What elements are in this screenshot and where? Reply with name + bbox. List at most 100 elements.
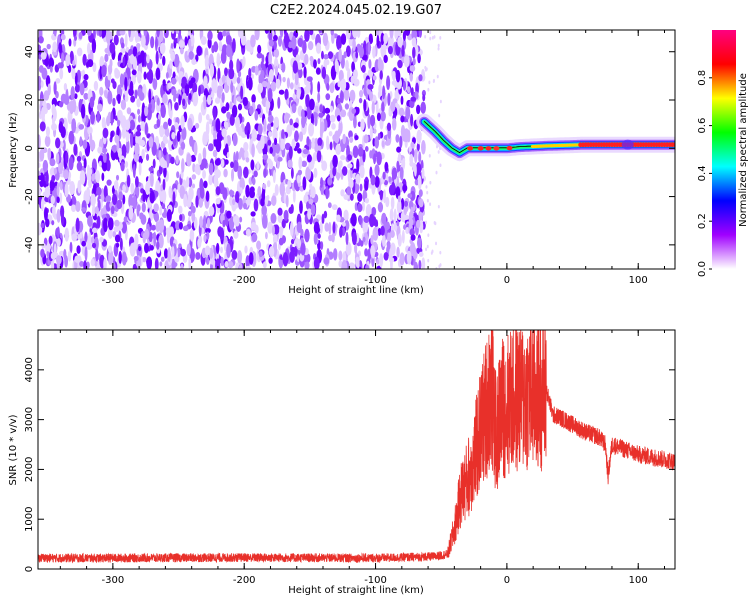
heatmap-noise-cell (158, 234, 164, 249)
heatmap-noise-cell (245, 184, 250, 198)
heatmap-noise-cell (226, 111, 231, 119)
heatmap-noise-cell (216, 52, 221, 68)
snr-y-tick-label: 0 (24, 566, 35, 572)
heatmap-noise-cell (162, 178, 166, 191)
heatmap-noise-cell (390, 101, 396, 113)
heatmap-noise-cell (437, 204, 440, 209)
heatmap-noise-cell (394, 80, 398, 89)
heatmap-noise-cell (379, 253, 384, 268)
heatmap-noise-cell (280, 138, 285, 151)
heatmap-noise-cell (124, 76, 128, 92)
heatmap-noise-cell (142, 232, 147, 244)
colorbar: 0.0 0.2 0.4 0.6 0.8 Normalized spectral ampl… (697, 30, 749, 277)
heatmap-noise-cell (279, 30, 284, 38)
heatmap-noise-cell (333, 248, 338, 261)
heatmap-noise-cell (60, 205, 65, 218)
heatmap-x-tick-label: 100 (629, 275, 648, 286)
heatmap-noise-cell (169, 60, 173, 69)
heatmap-noise-cell (305, 166, 312, 181)
heatmap-noise-cell (44, 135, 51, 147)
heatmap-noise-cell (340, 109, 347, 118)
heatmap-noise-cell (182, 225, 189, 232)
heatmap-noise-cell (416, 219, 421, 229)
heatmap-noise-cell (159, 206, 163, 216)
heatmap-noise-cell (188, 50, 194, 60)
heatmap-noise-cell (76, 155, 82, 162)
heatmap-x-tick-label: -200 (233, 275, 256, 286)
heatmap-noise-cell (91, 227, 98, 234)
heatmap-noise-cell (324, 107, 331, 114)
heatmap-noise-cell (297, 37, 304, 48)
heatmap-noise-cell (382, 171, 386, 180)
heatmap-noise-cell (350, 213, 357, 227)
heatmap-noise-cell (361, 201, 365, 212)
heatmap-noise-cell (262, 154, 269, 160)
heatmap-noise-cell (153, 190, 159, 198)
heatmap-noise-cell (397, 36, 403, 48)
heatmap-noise-cell (343, 193, 350, 201)
heatmap-noise-cell (267, 221, 273, 234)
heatmap-noise-cell (191, 174, 197, 180)
heatmap-noise-cell (386, 75, 391, 91)
heatmap-noise-cell (268, 39, 275, 47)
heatmap-noise-cell (375, 30, 381, 36)
heatmap-noise-cell (75, 201, 81, 213)
heatmap-noise-cell (49, 65, 53, 73)
heatmap-noise-cell (262, 261, 267, 269)
heatmap-noise-cell (162, 93, 168, 104)
heatmap-noise-cell (118, 191, 124, 201)
heatmap-noise-cell (253, 198, 259, 212)
heatmap-noise-cell (90, 110, 95, 125)
heatmap-noise-cell (138, 91, 145, 101)
heatmap-y-axis-title: Frequency (Hz) (8, 112, 19, 188)
heatmap-noise-cell (367, 83, 374, 90)
heatmap-noise-cell (281, 129, 285, 141)
heatmap-noise-cell (266, 180, 271, 188)
heatmap-noise-cell (358, 216, 362, 225)
heatmap-noise-cell (358, 45, 365, 58)
heatmap-noise-cell (357, 146, 364, 157)
heatmap-noise-cell (295, 142, 300, 149)
heatmap-noise-cell (203, 180, 208, 189)
heatmap-noise-cell (217, 226, 223, 237)
heatmap-noise-cell (159, 42, 166, 55)
heatmap-noise-cell (243, 166, 249, 179)
heatmap-noise-cell (79, 170, 86, 185)
heatmap-noise-cell (319, 221, 323, 234)
heatmap-noise-cell (40, 222, 45, 229)
heatmap-noise-cell (107, 64, 113, 75)
heatmap-noise-cell (183, 193, 188, 208)
heatmap-noise-cell (376, 259, 380, 265)
heatmap-noise-cell (414, 179, 420, 186)
heatmap-noise-cell (237, 103, 243, 111)
heatmap-noise-cell (68, 38, 72, 47)
heatmap-noise-cell (369, 114, 376, 127)
heatmap-noise-cell (215, 186, 221, 196)
heatmap-noise-cell (300, 228, 304, 237)
heatmap-noise-cell (141, 52, 145, 68)
heatmap-noise-cell (240, 85, 244, 100)
heatmap-noise-cell (254, 110, 259, 121)
heatmap-noise-cell (86, 243, 93, 250)
heatmap-noise-cell (226, 210, 232, 219)
heatmap-ridge-hotspot (485, 146, 492, 151)
heatmap-noise-cell (87, 126, 93, 135)
heatmap-noise-cell (113, 180, 119, 191)
heatmap-noise-cell (389, 208, 394, 222)
heatmap-noise-cell (429, 202, 432, 206)
heatmap-noise-cell (208, 205, 215, 217)
heatmap-noise-cell (313, 111, 318, 120)
heatmap-noise-cell (160, 184, 164, 192)
heatmap-noise-cell (357, 192, 363, 202)
heatmap-noise-cell (320, 177, 324, 188)
heatmap-noise-cell (382, 234, 386, 247)
heatmap-noise-cell (78, 31, 83, 40)
heatmap-noise-cell (315, 67, 321, 75)
heatmap-noise-cell (51, 174, 56, 182)
heatmap-noise-cell (119, 30, 126, 36)
heatmap-noise-cell (298, 131, 304, 142)
heatmap-noise-cell (261, 80, 268, 88)
heatmap-noise-cell (265, 231, 268, 240)
heatmap-noise-cell (78, 124, 85, 130)
heatmap-noise-cell (300, 242, 306, 256)
